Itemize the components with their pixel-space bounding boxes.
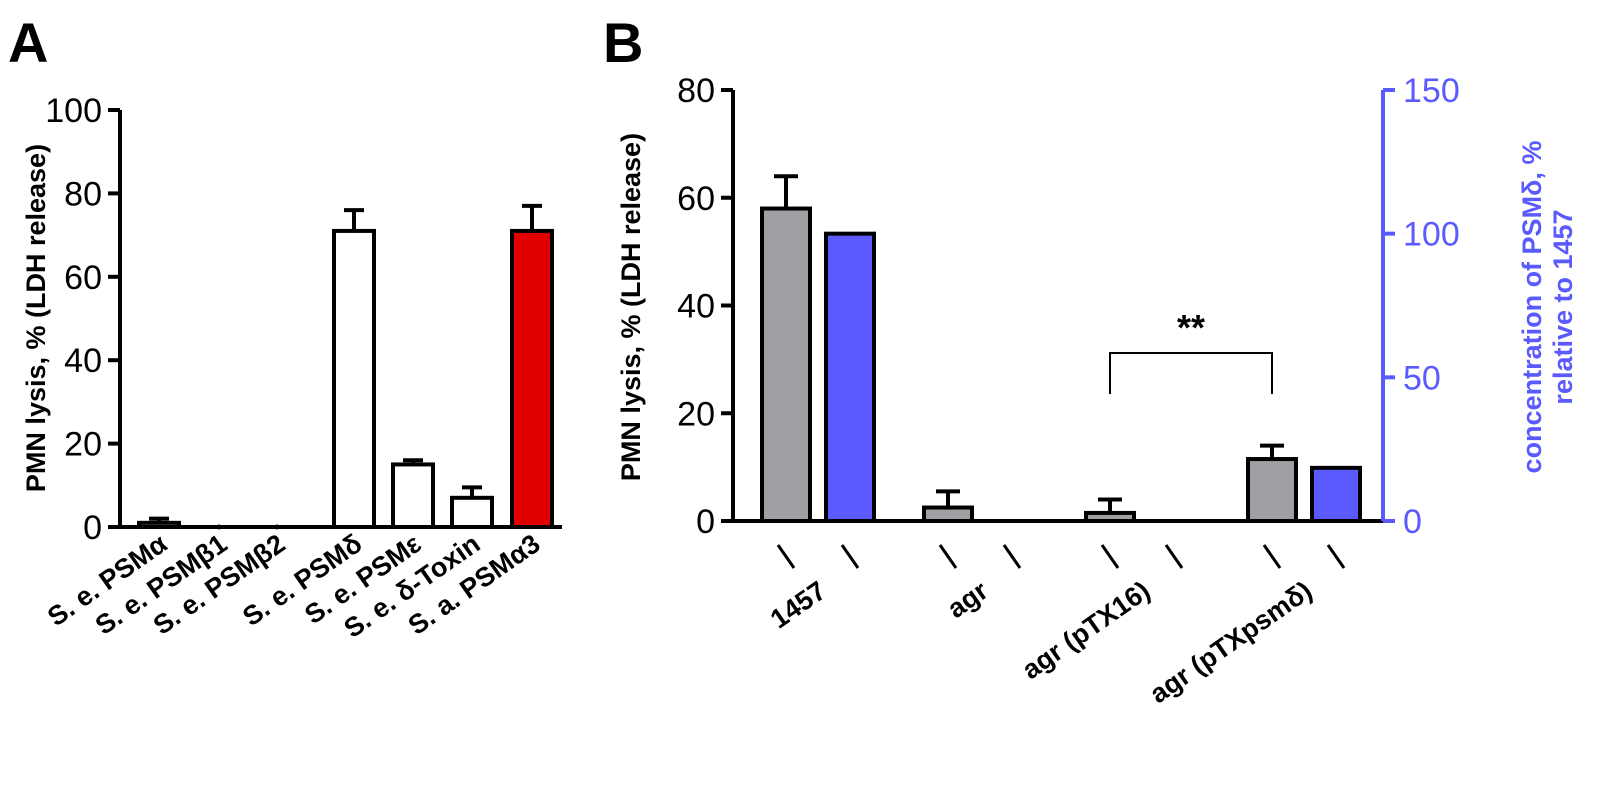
panel-b-significance-bracket xyxy=(1109,352,1273,394)
panel-a-letter: A xyxy=(8,11,48,74)
panel-b-y-tick-label: 80 xyxy=(677,72,715,110)
panel-a-y-tick-label: 20 xyxy=(64,426,102,464)
panel-a-bar xyxy=(332,228,376,529)
panel-b-category-label: agr xyxy=(942,575,994,624)
panel-b-x-tick-mark xyxy=(1164,544,1184,569)
panel-a-y-tick-label: 0 xyxy=(83,509,102,547)
panel-b-y2-tick-label: 50 xyxy=(1403,359,1441,397)
panel-a-y-axis-title: PMN lysis, % (LDH release) xyxy=(21,144,51,492)
panel-b-x-tick-mark xyxy=(1262,544,1282,569)
panel-b-category-label: agr (pTX16) xyxy=(1017,575,1156,685)
panel-b-category-label: agr (pTXpsmδ) xyxy=(1144,575,1317,709)
panel-b-bar xyxy=(1084,510,1136,524)
panel-b-y-axis-title: PMN lysis, % (LDH release) xyxy=(616,133,646,481)
panel-b-y2-tick-label: 0 xyxy=(1403,503,1422,541)
panel-a-bar xyxy=(137,520,181,530)
panel-b-x-tick-mark xyxy=(1326,544,1346,569)
panel-b-y2-tick-label: 150 xyxy=(1403,72,1460,110)
panel-b-x-tick-mark xyxy=(776,544,796,569)
panel-b-x-tick-mark xyxy=(938,544,958,569)
panel-b-y2-tick-label: 100 xyxy=(1403,216,1460,254)
panel-b-x-tick-mark xyxy=(840,544,860,569)
panel-b-x-tick-mark xyxy=(1100,544,1120,569)
panel-b-x-tick-mark xyxy=(1002,544,1022,569)
panel-a-bar xyxy=(510,228,554,529)
panel-b-y-tick-label: 40 xyxy=(677,288,715,326)
panel-a-y-tick-label: 100 xyxy=(45,92,102,130)
panel-b-bar xyxy=(1246,457,1298,524)
panel-b-bar xyxy=(1310,465,1362,523)
panel-b-bar xyxy=(760,206,812,523)
panel-a-bar xyxy=(450,495,494,529)
panel-b-y-tick-label: 20 xyxy=(677,395,715,433)
panel-b-letter: B xyxy=(603,11,643,74)
panel-a: A PMN lysis, % (LDH release) 0 20 40 60 80 10… xyxy=(8,11,562,644)
panel-b-significance-label: ** xyxy=(1177,307,1205,348)
panel-a-y-tick-label: 80 xyxy=(64,175,102,213)
panel-b-bar xyxy=(922,505,974,523)
panel-b-category-label: 1457 xyxy=(765,575,831,634)
panel-b-y-tick-label: 60 xyxy=(677,180,715,218)
panel-b-bar xyxy=(824,231,876,524)
panel-a-y-tick-label: 60 xyxy=(64,259,102,297)
panel-a-y-tick-label: 40 xyxy=(64,342,102,380)
panel-a-bar xyxy=(391,462,435,530)
panel-b-y2-axis-title-line2: relative to 1457 xyxy=(1548,209,1578,404)
panel-b: B PMN lysis, % (LDH release) concentrati… xyxy=(603,11,1578,709)
panel-b-y2-axis-title-line1: concentration of PSMδ, % xyxy=(1517,141,1547,474)
panel-b-y-tick-label: 0 xyxy=(696,503,715,541)
panel-a-zero-marker xyxy=(216,524,222,530)
panel-a-zero-marker xyxy=(274,524,280,530)
